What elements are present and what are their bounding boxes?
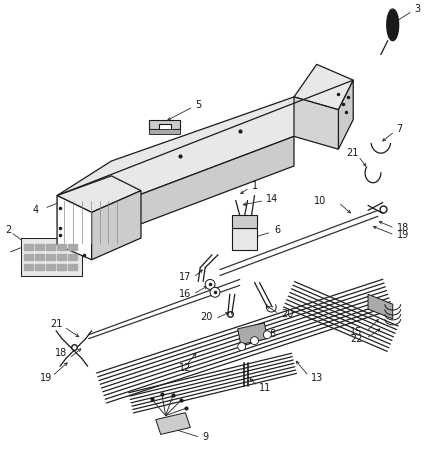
Text: 12: 12 (178, 363, 191, 374)
Polygon shape (156, 413, 191, 434)
Polygon shape (368, 294, 393, 319)
Bar (46, 244, 55, 250)
Text: 4: 4 (32, 205, 39, 216)
Bar (57, 244, 66, 250)
Text: 10: 10 (314, 195, 326, 206)
Circle shape (238, 342, 246, 351)
Polygon shape (57, 196, 92, 260)
Text: 1: 1 (252, 181, 258, 191)
Polygon shape (149, 120, 181, 130)
Polygon shape (232, 228, 258, 250)
Text: 20: 20 (200, 312, 213, 322)
Text: 14: 14 (266, 194, 278, 203)
Text: 2: 2 (5, 225, 11, 235)
Bar (36, 264, 44, 270)
Circle shape (263, 331, 271, 339)
Bar (68, 254, 77, 260)
Circle shape (205, 279, 215, 289)
Polygon shape (238, 323, 267, 345)
Bar (57, 254, 66, 260)
Text: 18: 18 (55, 348, 68, 359)
Text: 3: 3 (414, 4, 420, 14)
Text: 22: 22 (350, 333, 363, 344)
Bar (25, 244, 33, 250)
Polygon shape (339, 80, 353, 149)
Text: 21: 21 (346, 148, 359, 158)
Text: 9: 9 (202, 432, 208, 442)
Bar (36, 244, 44, 250)
Polygon shape (92, 191, 141, 260)
Bar (36, 254, 44, 260)
Polygon shape (149, 130, 181, 135)
Text: 16: 16 (178, 289, 191, 299)
Circle shape (210, 288, 220, 297)
Polygon shape (294, 64, 353, 110)
Text: 19: 19 (40, 373, 52, 383)
Bar (25, 254, 33, 260)
Circle shape (251, 337, 259, 345)
Bar (68, 244, 77, 250)
Polygon shape (20, 238, 82, 275)
Text: 8: 8 (269, 329, 275, 339)
Text: 6: 6 (274, 225, 281, 235)
Bar (25, 264, 33, 270)
Polygon shape (111, 136, 294, 235)
Text: 15: 15 (350, 327, 362, 337)
Polygon shape (57, 176, 141, 212)
Polygon shape (294, 97, 339, 149)
Bar (57, 264, 66, 270)
Text: 18: 18 (397, 223, 409, 233)
Text: 7: 7 (397, 125, 403, 135)
Text: 20: 20 (281, 309, 294, 319)
Bar (46, 264, 55, 270)
Text: 19: 19 (397, 230, 409, 240)
Text: 17: 17 (178, 273, 191, 283)
Text: 21: 21 (50, 319, 62, 329)
Bar (46, 254, 55, 260)
Bar (68, 264, 77, 270)
Polygon shape (387, 9, 399, 40)
Polygon shape (232, 215, 258, 228)
Polygon shape (57, 97, 339, 206)
Text: 11: 11 (259, 383, 271, 393)
Text: 13: 13 (311, 373, 323, 383)
Text: 5: 5 (195, 100, 201, 110)
